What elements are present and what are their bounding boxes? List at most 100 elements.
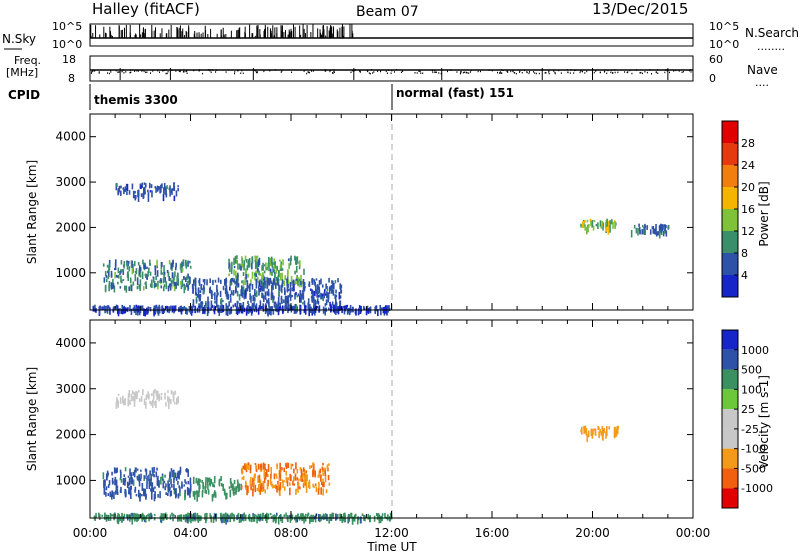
data-pixel [313,485,315,489]
data-pixel [164,514,166,518]
nave-dot [393,71,395,73]
data-pixel [116,399,119,406]
y-tick-label: 4000 [55,130,86,144]
colorbar-cell [722,389,738,410]
nave-dot [118,71,120,73]
nave-dot [198,70,200,72]
data-pixel [174,402,176,405]
data-pixel [310,295,313,299]
data-pixel [356,516,359,525]
data-pixel [262,304,265,312]
data-pixel [151,467,154,473]
data-pixel [154,282,156,288]
data-pixel [275,484,277,489]
data-pixel [103,480,105,488]
data-pixel [140,193,143,197]
data-pixel [285,470,288,476]
data-pixel [279,275,282,281]
data-pixel [326,466,329,470]
data-pixel [233,266,236,269]
colorbar-frame [721,329,739,509]
data-pixel [155,400,157,409]
velocity-xticks [89,320,694,518]
data-pixel [183,307,185,311]
data-pixel [190,308,193,316]
data-pixel [317,285,320,291]
data-pixel [284,275,286,280]
data-pixel [127,398,129,407]
data-pixel [343,512,346,518]
data-pixel [313,463,315,471]
data-pixel [206,279,208,286]
nave-dot [332,72,334,75]
nave-dot [468,72,470,74]
data-pixel [296,306,299,312]
data-pixel [210,479,213,485]
data-pixel [324,513,327,518]
data-pixel [236,300,239,307]
data-pixel [301,478,303,482]
data-pixel [273,261,275,265]
data-pixel [238,483,241,492]
colorbar-tick-label: 500 [741,364,762,377]
data-pixel [137,516,139,521]
data-pixel [113,513,116,520]
data-pixel [182,259,185,267]
nave-dot [380,70,382,73]
data-pixel [307,302,309,310]
data-pixel [128,286,130,292]
nave-dot [544,72,546,74]
data-pixel [116,467,118,473]
data-pixel [131,267,134,275]
data-pixel [119,270,121,275]
data-pixel [139,267,142,272]
data-pixel [202,482,205,489]
data-pixel [145,401,147,409]
data-pixel [201,490,204,498]
nave-dot [567,71,569,74]
data-pixel [122,395,124,404]
data-pixel [149,271,152,276]
data-pixel [302,285,305,291]
data-pixel [222,285,225,291]
data-pixel [340,287,342,294]
data-pixel [234,487,237,491]
data-pixel [205,302,207,306]
data-pixel [163,308,166,313]
nave-dot [98,71,100,73]
data-pixel [249,464,252,470]
data-pixel [168,478,171,483]
data-pixel [249,283,252,286]
nave-dot [241,69,243,72]
data-pixel [339,283,342,290]
nave-dot [553,70,555,72]
data-pixel [147,194,150,202]
nave-dot [646,71,648,74]
data-pixel [108,263,111,270]
data-pixel [303,515,305,524]
data-pixel [286,286,289,293]
data-pixel [205,477,207,482]
data-pixel [154,267,157,276]
data-pixel [186,308,188,315]
data-pixel [156,185,159,192]
data-pixel [313,279,316,285]
data-pixel [365,308,368,316]
data-pixel [279,488,281,497]
data-pixel [162,307,165,315]
data-pixel [144,262,146,266]
data-pixel [170,389,173,395]
data-pixel [128,488,131,493]
nave-dot [373,71,375,73]
data-pixel [267,464,270,472]
data-pixel [174,488,177,494]
data-pixel [147,514,149,517]
nave-dot [586,70,588,73]
data-pixel [378,516,381,524]
data-pixel [369,308,372,314]
data-pixel [128,491,130,495]
data-pixel [146,274,148,279]
nave-dot [416,72,418,74]
data-pixel [197,305,200,308]
y-tick-label: 2000 [55,428,86,442]
